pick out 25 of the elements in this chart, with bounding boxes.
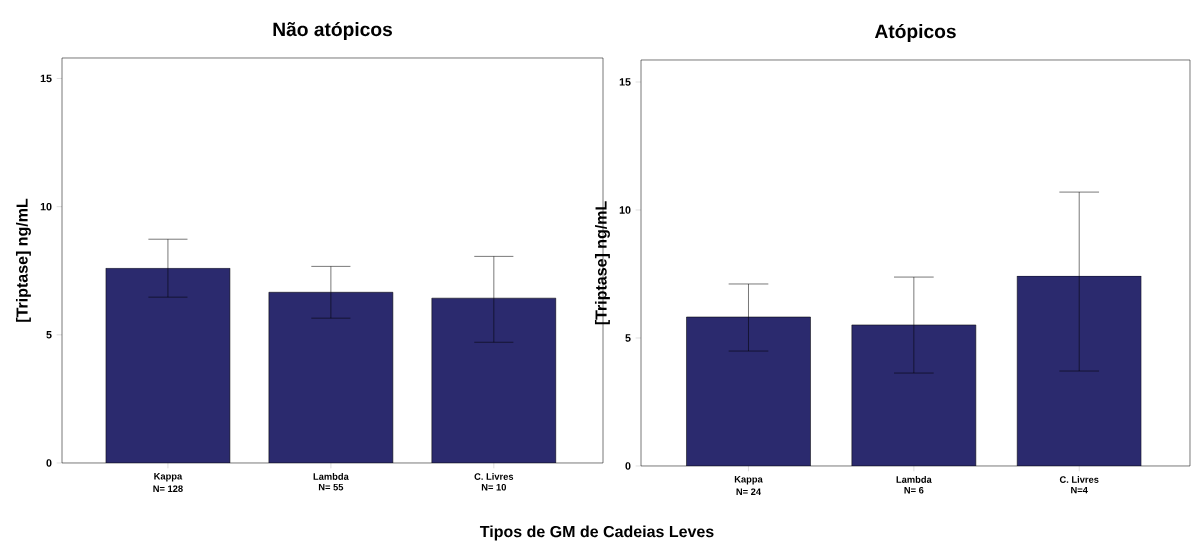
y-tick-label: 0 (46, 459, 52, 467)
x-tick-label: Kappa (734, 476, 763, 485)
y-axis-title: [Triptase] ng/mL (594, 201, 610, 325)
x-tick-label: C. Livres (474, 473, 514, 480)
y-tick-label: 10 (619, 206, 631, 214)
x-tick-label: C. Livres (1059, 476, 1099, 483)
text: N= 24 (736, 488, 762, 495)
text: N= 10 (481, 483, 507, 491)
y-tick-label: 15 (619, 78, 631, 86)
x-tick-label: Kappa (154, 473, 183, 482)
text: N= 128 (153, 485, 183, 492)
y-tick-label: 5 (625, 334, 631, 342)
chart-title: Não atópicos (273, 21, 392, 40)
x-tick-label: Lambda (896, 476, 932, 483)
y-tick-label: 0 (625, 462, 631, 470)
x-axis-title: Tipos de GM de Cadeias Leves (479, 525, 714, 541)
x-tick-label: Lambda (313, 473, 349, 480)
y-tick-label: 15 (40, 74, 52, 83)
text: N= 6 (904, 486, 924, 494)
chart-title: Atópicos (874, 23, 956, 42)
text: N= 55 (318, 483, 344, 491)
y-tick-label: 5 (46, 331, 52, 339)
text: N=4 (1071, 486, 1088, 494)
y-axis-title: [Triptase] ng/mL (15, 198, 31, 322)
y-tick-label: 10 (40, 202, 52, 211)
